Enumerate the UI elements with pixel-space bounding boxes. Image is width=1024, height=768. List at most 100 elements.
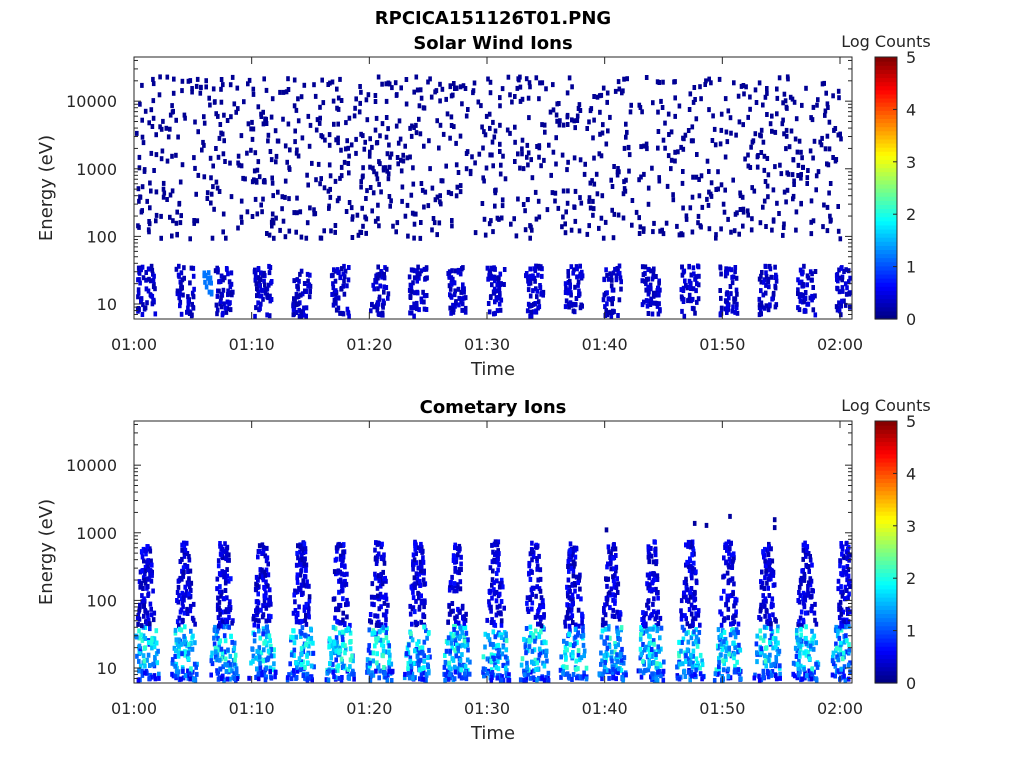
heatmap-cell — [270, 96, 275, 102]
heatmap-cell — [681, 285, 686, 291]
heatmap-cell — [332, 297, 337, 303]
heatmap-cell — [762, 279, 766, 285]
heatmap-cell — [306, 283, 310, 289]
heatmap-cell — [481, 175, 485, 181]
heatmap-cell — [441, 131, 446, 137]
heatmap-cell — [255, 293, 259, 299]
heatmap-cell — [218, 611, 222, 617]
heatmap-cell — [299, 582, 304, 588]
heatmap-cell — [735, 310, 740, 316]
heatmap-cell — [690, 673, 694, 679]
heatmap-cell — [288, 661, 292, 667]
heatmap-cell — [759, 288, 763, 294]
heatmap-cell — [785, 187, 790, 193]
heatmap-cell — [342, 274, 347, 280]
heatmap-cell — [220, 589, 224, 595]
heatmap-cell — [722, 661, 726, 667]
heatmap-cell — [170, 153, 174, 159]
heatmap-cell — [417, 645, 422, 651]
heatmap-cell — [256, 671, 261, 677]
heatmap-cell — [606, 668, 610, 674]
heatmap-cell — [621, 672, 626, 678]
heatmap-cell — [611, 607, 615, 613]
heatmap-cell — [501, 663, 505, 668]
heatmap-cell — [411, 552, 416, 558]
heatmap-cell — [449, 123, 454, 128]
heatmap-cell — [337, 269, 341, 275]
heatmap-cell — [778, 663, 782, 669]
heatmap-cell — [182, 610, 187, 616]
heatmap-cell — [530, 557, 534, 563]
heatmap-cell — [842, 298, 846, 304]
heatmap-cell — [382, 600, 387, 606]
heatmap-cell — [582, 171, 587, 177]
heatmap-cell — [264, 624, 269, 630]
heatmap-cell — [419, 568, 423, 574]
heatmap-cell — [449, 310, 453, 316]
heatmap-cell — [149, 578, 154, 584]
heatmap-cell — [264, 87, 269, 93]
heatmap-cell — [305, 671, 310, 677]
heatmap-cell — [770, 558, 775, 564]
heatmap-cell — [737, 671, 742, 677]
heatmap-cell — [448, 84, 453, 90]
heatmap-cell — [449, 631, 453, 637]
heatmap-cell — [154, 152, 159, 158]
heatmap-cell — [453, 615, 457, 621]
heatmap-cell — [377, 159, 381, 165]
heatmap-cell — [406, 666, 410, 672]
heatmap-cell — [537, 586, 542, 592]
heatmap-cell — [608, 555, 612, 561]
heatmap-cell — [533, 189, 538, 195]
heatmap-cell — [472, 80, 477, 86]
heatmap-cell — [615, 625, 619, 631]
heatmap-cell — [648, 571, 653, 577]
heatmap-cell — [266, 138, 270, 144]
heatmap-cell — [566, 273, 571, 279]
colorbar-segment — [875, 265, 897, 271]
heatmap-cell — [179, 281, 183, 287]
heatmap-cell — [490, 675, 494, 680]
heatmap-cell — [796, 305, 800, 311]
heatmap-cell — [661, 79, 665, 85]
heatmap-cell — [437, 145, 441, 151]
heatmap-cell — [612, 211, 617, 217]
heatmap-cell — [431, 216, 436, 221]
heatmap-cell — [292, 640, 297, 646]
heatmap-cell — [828, 181, 833, 186]
heatmap-cell — [806, 584, 810, 589]
heatmap-cell — [731, 304, 735, 310]
heatmap-cell — [765, 86, 769, 91]
heatmap-cell — [222, 624, 226, 630]
heatmap-cell — [180, 88, 184, 94]
heatmap-cell — [487, 637, 492, 643]
heatmap-cell — [304, 583, 309, 589]
heatmap-cell — [734, 627, 739, 633]
heatmap-cell — [424, 293, 429, 298]
heatmap-cell — [411, 595, 416, 601]
heatmap-cell — [762, 586, 767, 591]
heatmap-cell — [731, 591, 735, 597]
heatmap-cell — [138, 663, 143, 669]
heatmap-cell — [617, 297, 622, 303]
heatmap-cell — [567, 623, 572, 629]
heatmap-cell — [421, 289, 425, 295]
heatmap-cell — [520, 151, 524, 157]
heatmap-cell — [811, 104, 816, 110]
heatmap-cell — [375, 585, 380, 591]
heatmap-cell — [602, 608, 606, 614]
heatmap-cell — [409, 133, 414, 139]
heatmap-cell — [341, 549, 345, 555]
heatmap-cell — [634, 209, 639, 215]
heatmap-cell — [566, 593, 570, 599]
heatmap-cell — [492, 591, 497, 597]
heatmap-cell — [203, 279, 207, 285]
heatmap-cell — [456, 267, 461, 273]
heatmap-cell — [796, 621, 800, 627]
heatmap-cell — [458, 586, 463, 592]
heatmap-cell — [444, 163, 448, 169]
heatmap-cell — [605, 312, 610, 318]
heatmap-cell — [760, 304, 764, 310]
heatmap-cell — [643, 278, 647, 284]
heatmap-cell — [764, 273, 769, 279]
